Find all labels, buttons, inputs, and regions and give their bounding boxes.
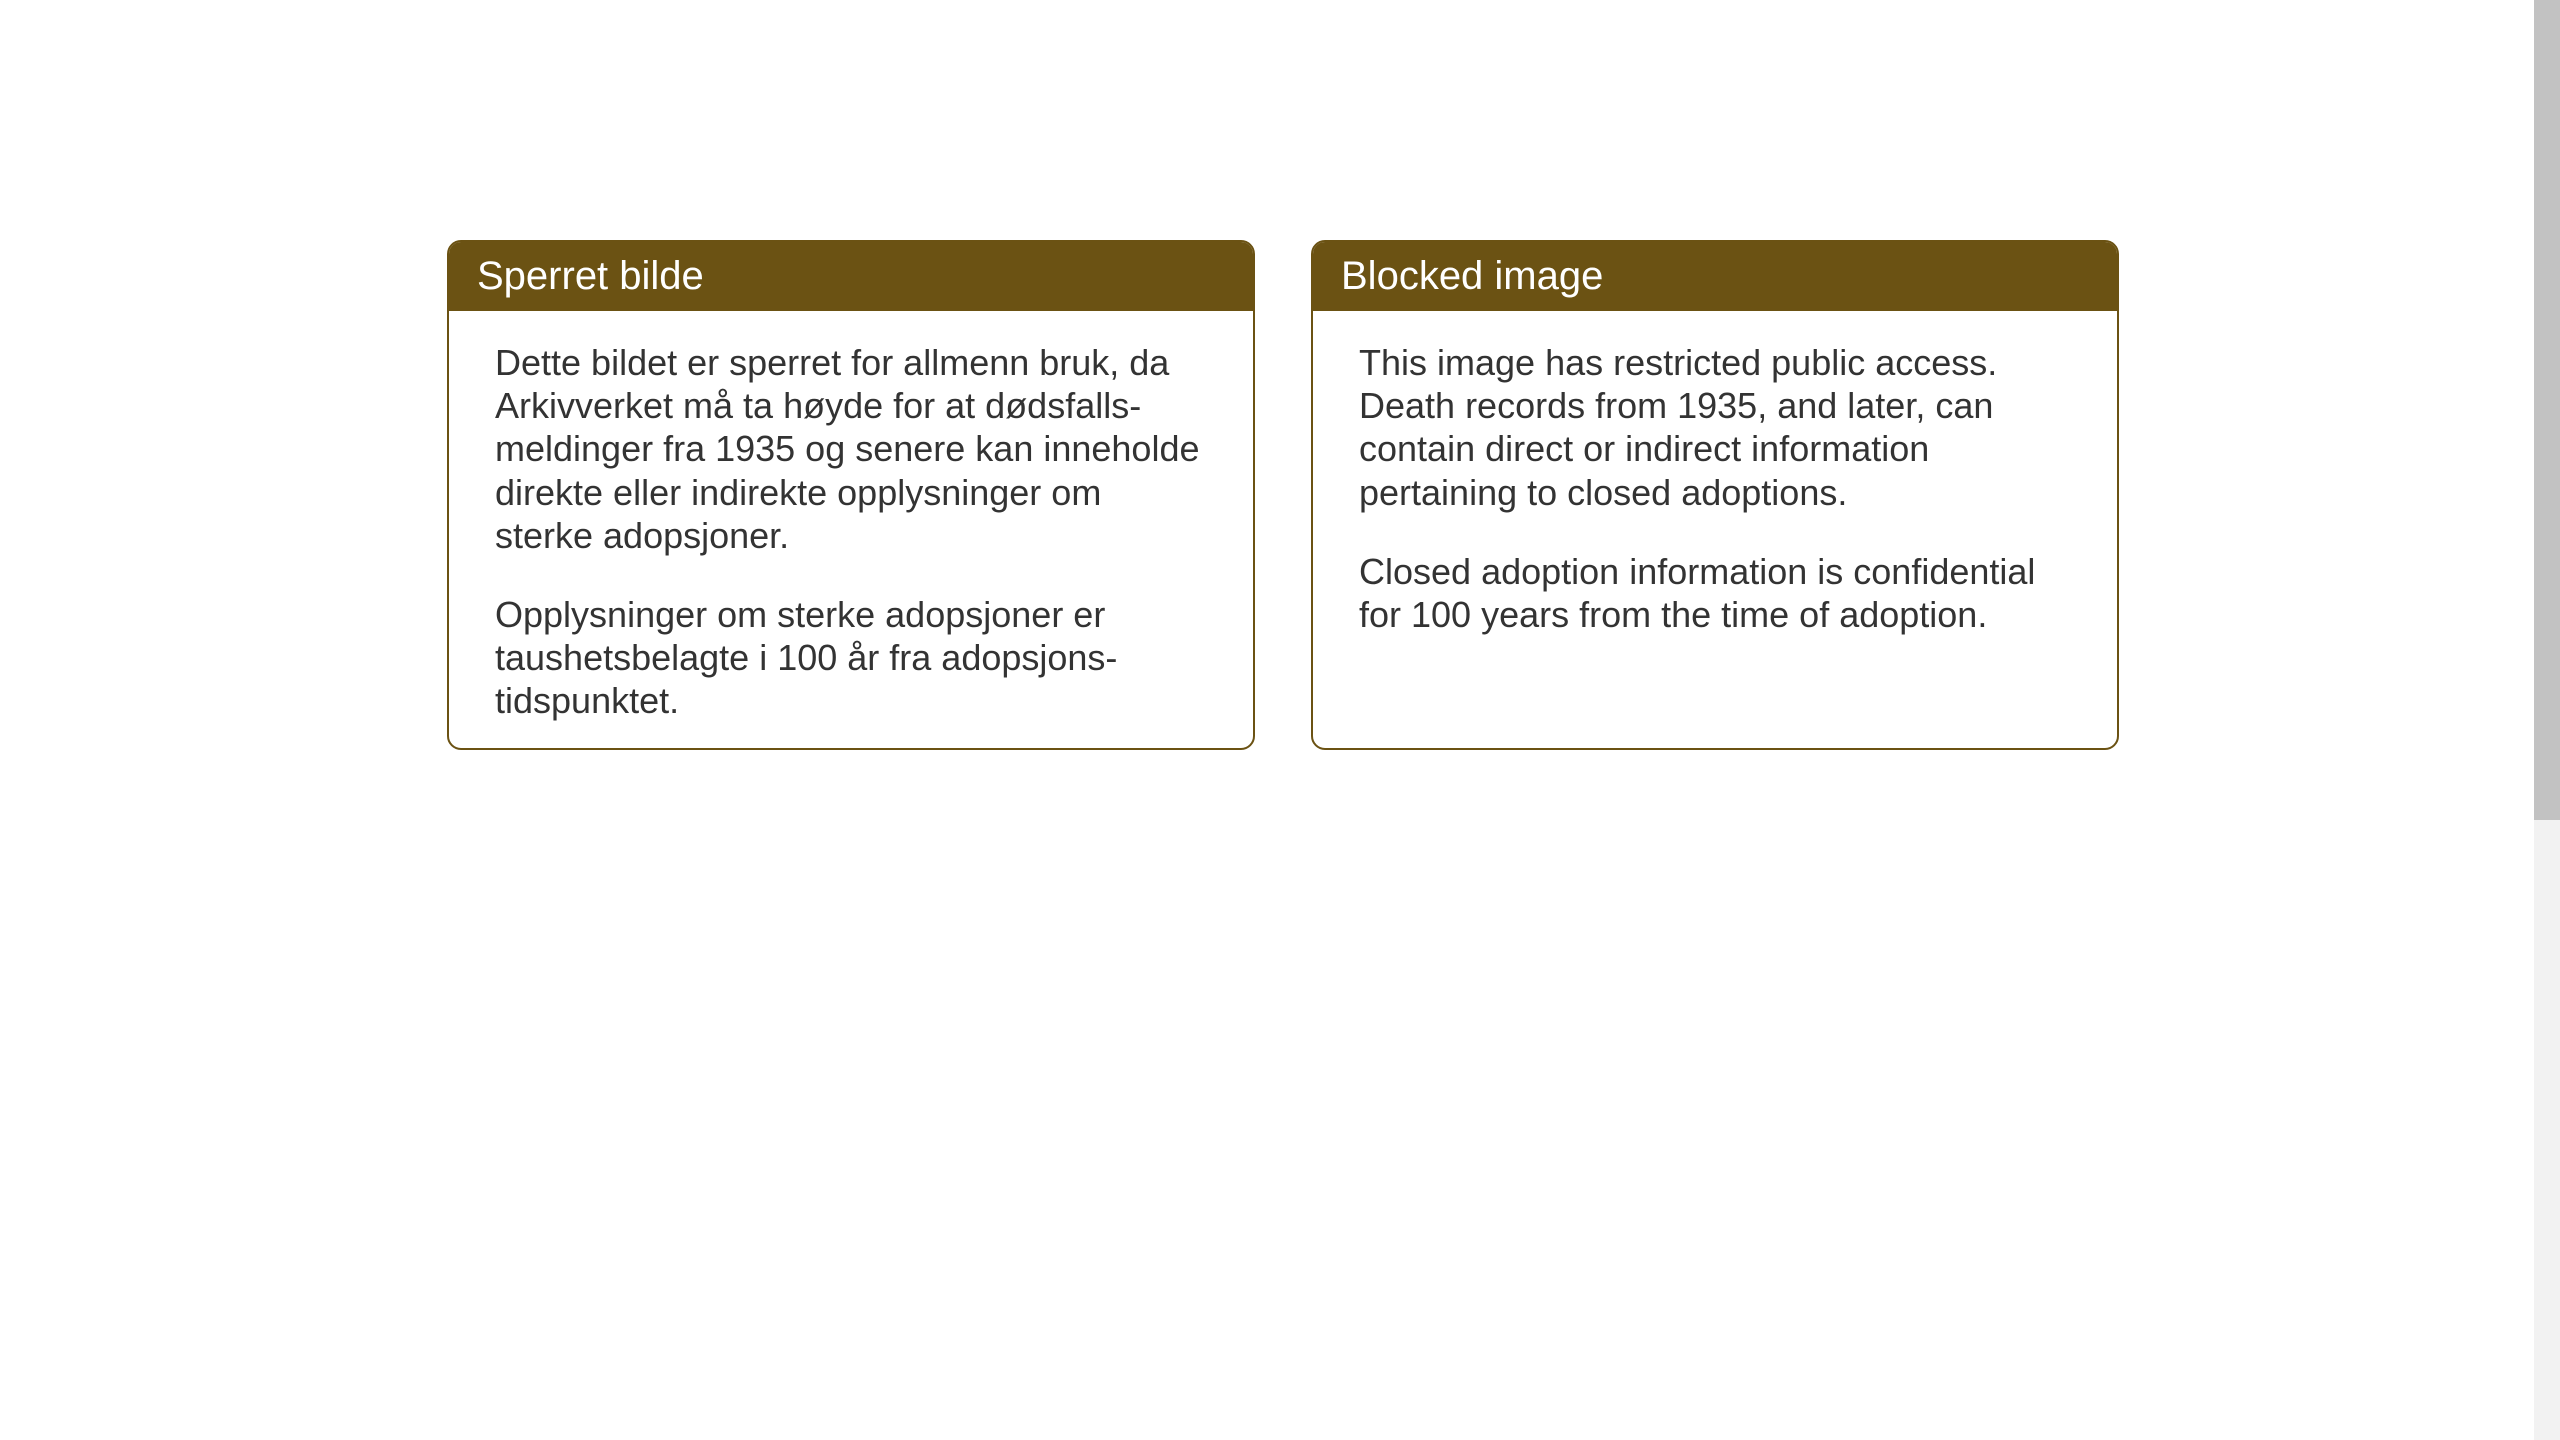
english-card-title: Blocked image	[1313, 242, 2117, 311]
scrollbar-track[interactable]	[2534, 0, 2560, 1440]
notice-cards-container: Sperret bilde Dette bildet er sperret fo…	[447, 240, 2119, 750]
norwegian-notice-card: Sperret bilde Dette bildet er sperret fo…	[447, 240, 1255, 750]
english-notice-card: Blocked image This image has restricted …	[1311, 240, 2119, 750]
norwegian-paragraph-2: Opplysninger om sterke adopsjoner er tau…	[495, 593, 1207, 723]
english-paragraph-1: This image has restricted public access.…	[1359, 341, 2071, 514]
norwegian-card-body: Dette bildet er sperret for allmenn bruk…	[449, 311, 1253, 750]
norwegian-paragraph-1: Dette bildet er sperret for allmenn bruk…	[495, 341, 1207, 557]
scrollbar-thumb[interactable]	[2534, 0, 2560, 820]
norwegian-card-title: Sperret bilde	[449, 242, 1253, 311]
english-paragraph-2: Closed adoption information is confident…	[1359, 550, 2071, 636]
english-card-body: This image has restricted public access.…	[1313, 311, 2117, 666]
